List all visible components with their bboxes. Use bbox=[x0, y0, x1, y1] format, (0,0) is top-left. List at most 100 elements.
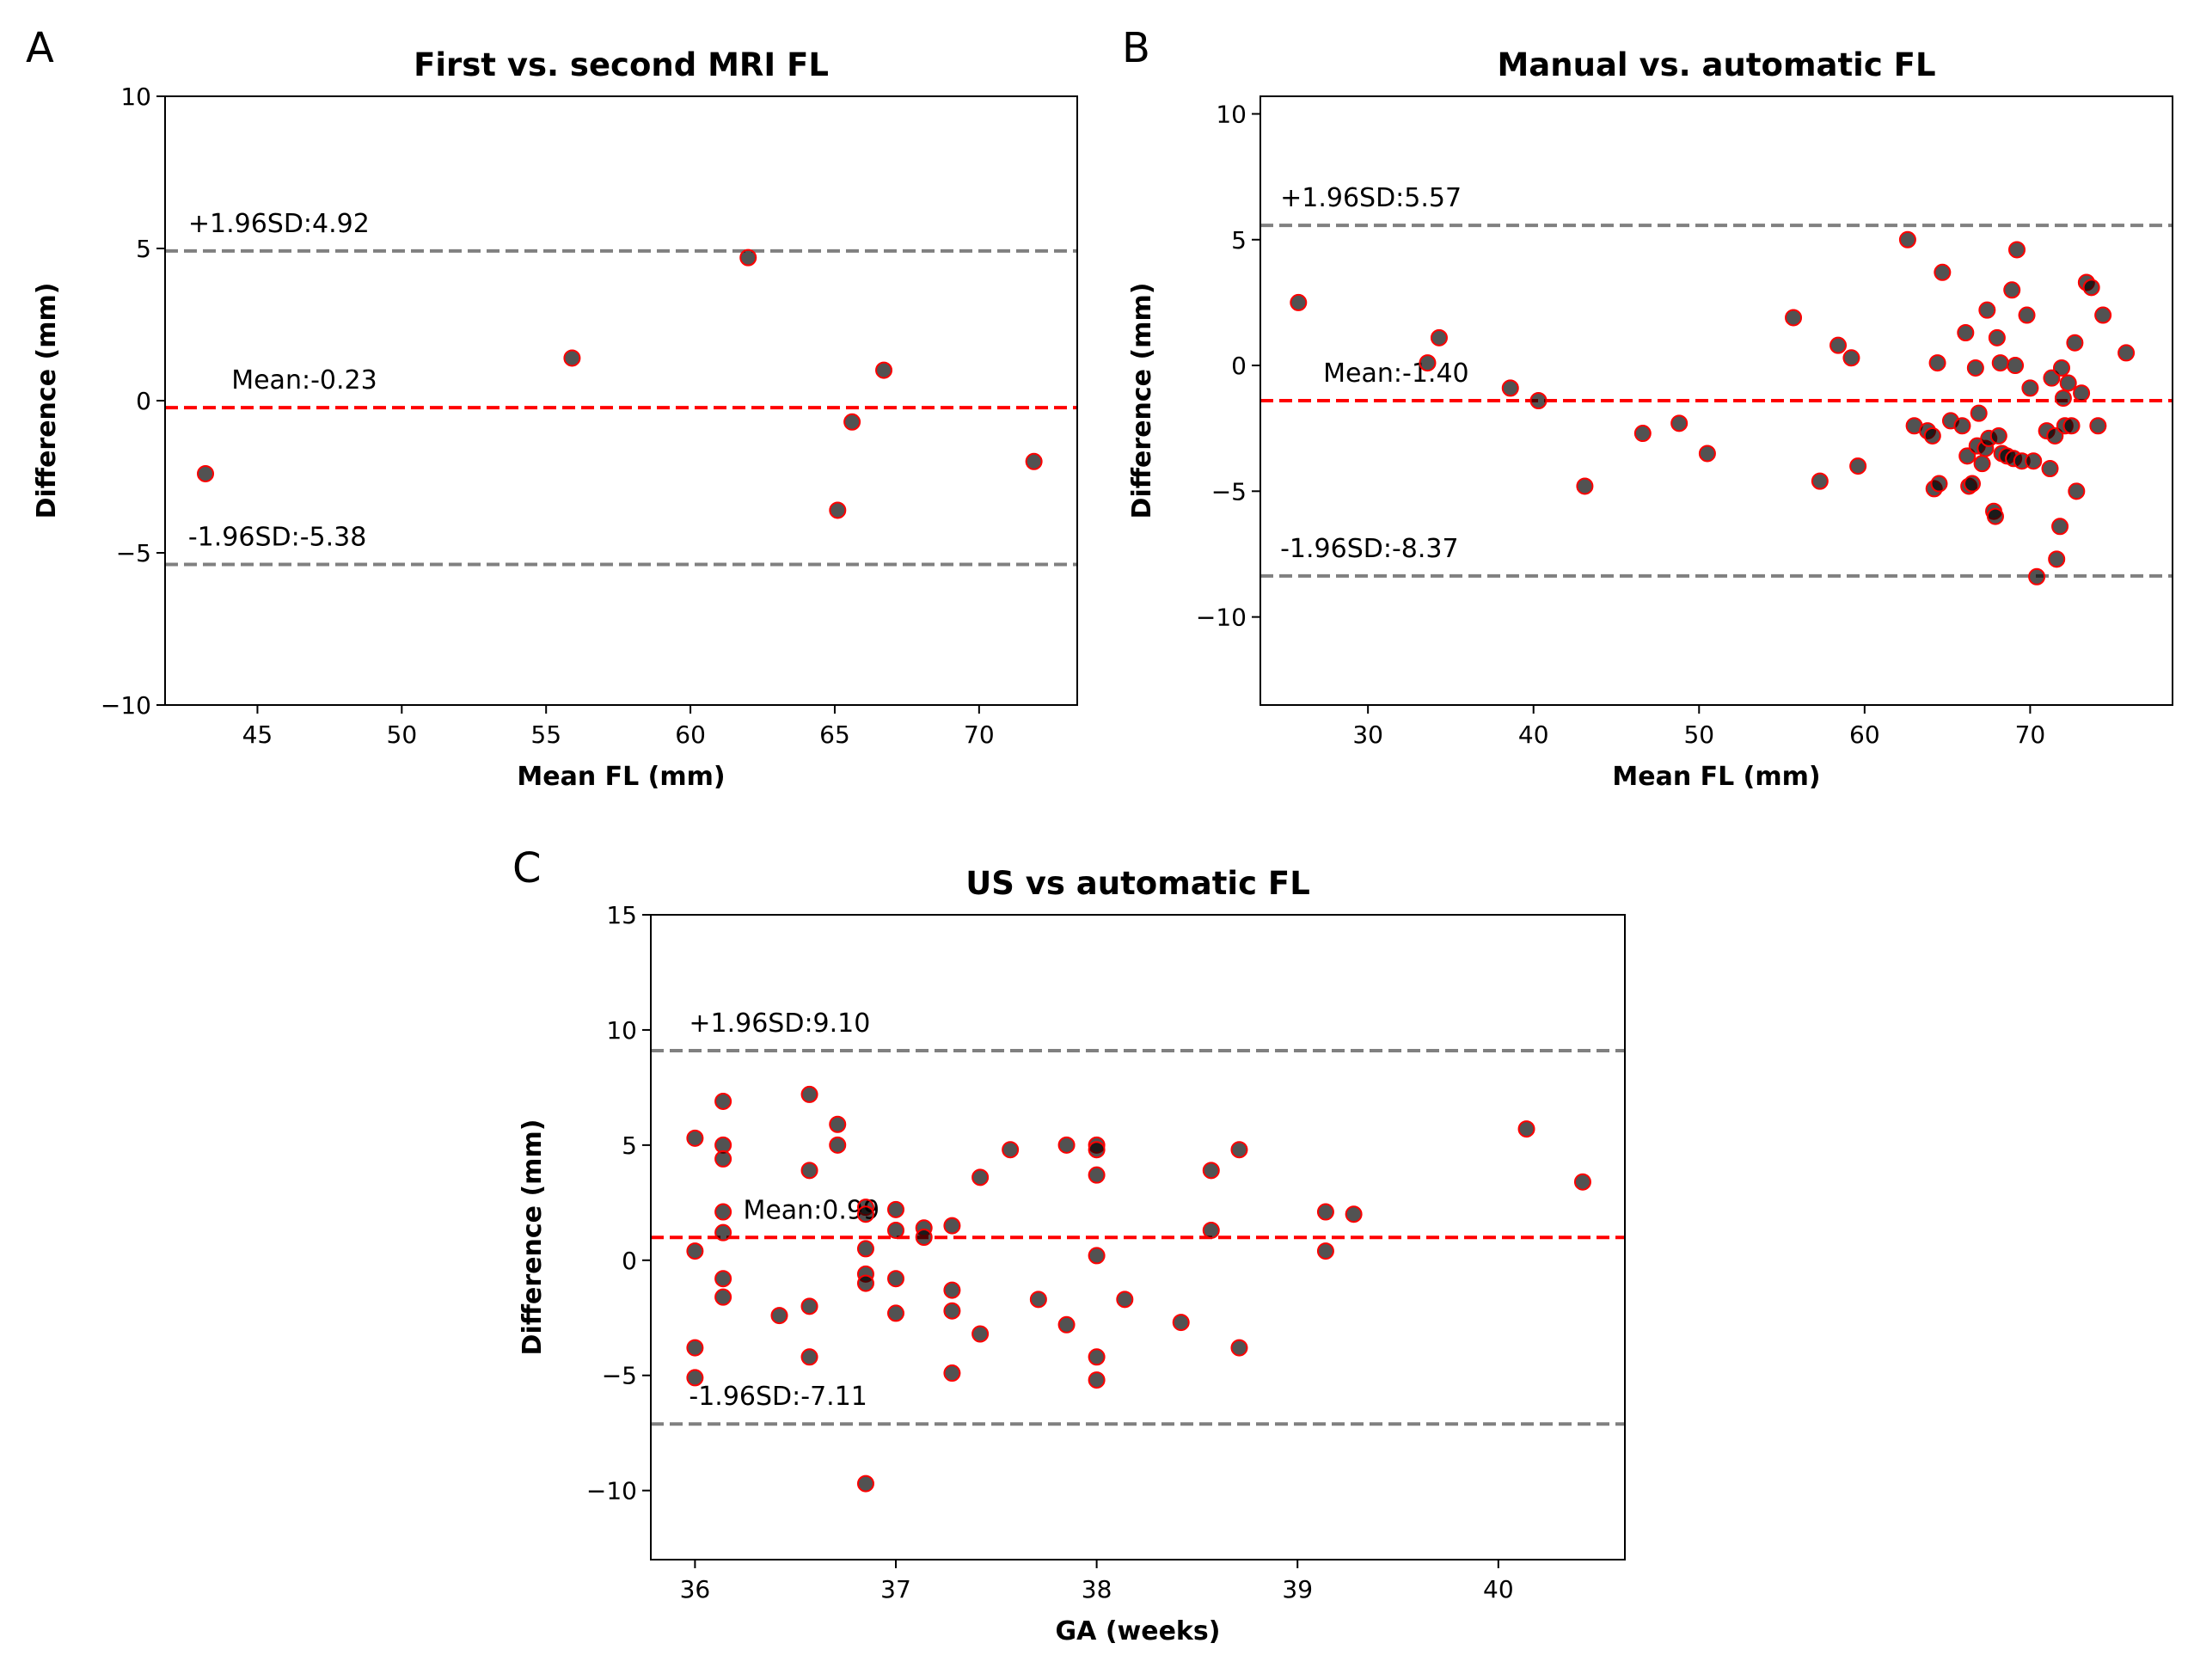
data-point bbox=[1958, 447, 1977, 465]
data-point bbox=[1953, 417, 1971, 435]
y-tick-label: 0 bbox=[136, 387, 151, 415]
reference-label-lower: -1.96SD:-7.11 bbox=[689, 1382, 867, 1412]
chart-title: Manual vs. automatic FL bbox=[1497, 46, 1935, 83]
x-tick-label: 37 bbox=[880, 1575, 911, 1603]
data-point bbox=[714, 1203, 732, 1221]
y-tick-label: −10 bbox=[586, 1477, 637, 1505]
data-point bbox=[714, 1150, 732, 1168]
data-point bbox=[1991, 354, 2009, 372]
data-point bbox=[2054, 389, 2072, 408]
data-point bbox=[800, 1085, 818, 1103]
data-point bbox=[1057, 1136, 1076, 1154]
y-axis-label: Difference (mm) bbox=[32, 283, 62, 519]
y-axis-label: Difference (mm) bbox=[1127, 283, 1157, 519]
data-point bbox=[1934, 263, 1952, 281]
data-point bbox=[915, 1229, 933, 1246]
data-point bbox=[2021, 379, 2039, 397]
reference-label-mean: Mean:-0.23 bbox=[231, 365, 377, 395]
data-point bbox=[2041, 459, 2059, 477]
data-point bbox=[1088, 1141, 1106, 1159]
data-point bbox=[829, 1115, 847, 1133]
data-point bbox=[2052, 359, 2070, 377]
x-tick-label: 55 bbox=[530, 720, 561, 749]
data-point bbox=[856, 1475, 874, 1493]
x-tick-label: 70 bbox=[2015, 720, 2046, 749]
data-point bbox=[943, 1364, 961, 1383]
data-point bbox=[1501, 379, 1519, 397]
data-point bbox=[2028, 567, 2046, 586]
plot-frame bbox=[650, 914, 1626, 1560]
data-point bbox=[1829, 336, 1848, 354]
panel-b: B Manual vs. automatic FL +1.96SD:5.57 Mean… bbox=[1122, 24, 2173, 792]
y-tick-label: 10 bbox=[1216, 100, 1247, 128]
data-point bbox=[943, 1217, 961, 1235]
data-point bbox=[2043, 369, 2061, 387]
data-point bbox=[843, 413, 861, 431]
data-point bbox=[1529, 392, 1548, 409]
data-point bbox=[686, 1242, 704, 1260]
x-tick-label: 65 bbox=[819, 720, 850, 749]
y-axis-label: Difference (mm) bbox=[518, 1119, 548, 1356]
y-tick-label: −10 bbox=[1196, 604, 1247, 632]
plot-frame bbox=[1259, 95, 2173, 706]
data-point bbox=[856, 1240, 874, 1258]
data-point bbox=[1172, 1314, 1190, 1332]
y-tick-label: −5 bbox=[602, 1362, 637, 1390]
panel-c: C US vs automatic FL +1.96SD:9.10 Mean:0.99… bbox=[512, 844, 1626, 1646]
reference-label-lower: -1.96SD:-5.38 bbox=[188, 522, 367, 552]
x-tick-label: 30 bbox=[1352, 720, 1383, 749]
data-point bbox=[1928, 354, 1946, 372]
data-point bbox=[800, 1348, 818, 1366]
x-axis-label: GA (weeks) bbox=[1056, 1616, 1221, 1646]
x-tick-label: 60 bbox=[1849, 720, 1880, 749]
data-point bbox=[2003, 281, 2021, 299]
x-tick-label: 39 bbox=[1282, 1575, 1313, 1603]
data-point bbox=[971, 1325, 990, 1343]
x-tick-label: 45 bbox=[242, 720, 273, 749]
x-tick-label: 40 bbox=[1518, 720, 1549, 749]
data-point bbox=[1002, 1141, 1020, 1159]
data-point bbox=[1698, 445, 1716, 463]
x-tick-label: 50 bbox=[1683, 720, 1714, 749]
data-point bbox=[2051, 518, 2069, 536]
panel-letter: C bbox=[512, 844, 542, 892]
data-point bbox=[2082, 279, 2100, 297]
data-point bbox=[686, 1369, 704, 1387]
data-point bbox=[2062, 417, 2081, 435]
data-point bbox=[2089, 417, 2107, 435]
data-point bbox=[1088, 1348, 1106, 1366]
chart-title: US vs automatic FL bbox=[965, 865, 1310, 902]
y-tick-label: 5 bbox=[622, 1131, 637, 1160]
data-point bbox=[1029, 1291, 1047, 1309]
panel-letter: A bbox=[26, 24, 54, 72]
x-axis-label: Mean FL (mm) bbox=[517, 762, 725, 792]
data-point bbox=[1989, 426, 2007, 445]
data-point bbox=[563, 349, 581, 367]
data-point bbox=[943, 1302, 961, 1320]
data-point bbox=[1978, 301, 1996, 319]
data-point bbox=[1088, 1247, 1106, 1265]
y-tick-label: 5 bbox=[1231, 226, 1247, 254]
data-point bbox=[943, 1281, 961, 1299]
data-point bbox=[829, 501, 847, 519]
data-point bbox=[1345, 1205, 1363, 1223]
x-tick-label: 60 bbox=[675, 720, 706, 749]
data-point bbox=[1057, 1315, 1076, 1334]
data-point bbox=[1230, 1339, 1248, 1357]
data-point bbox=[1986, 507, 2004, 525]
data-point bbox=[800, 1162, 818, 1180]
data-point bbox=[1290, 293, 1308, 311]
panel-a: A First vs. second MRI FL +1.96SD:4.92 Mean… bbox=[26, 24, 1078, 792]
data-point bbox=[1930, 475, 1948, 493]
data-point bbox=[2066, 334, 2084, 352]
data-point bbox=[2094, 306, 2112, 324]
data-point bbox=[1573, 1173, 1591, 1191]
data-point bbox=[2073, 384, 2091, 402]
data-point bbox=[875, 361, 893, 379]
data-point bbox=[1430, 328, 1448, 346]
data-point bbox=[887, 1200, 905, 1218]
data-point bbox=[2118, 344, 2136, 362]
y-tick-label: 0 bbox=[622, 1247, 637, 1275]
data-point bbox=[686, 1129, 704, 1147]
